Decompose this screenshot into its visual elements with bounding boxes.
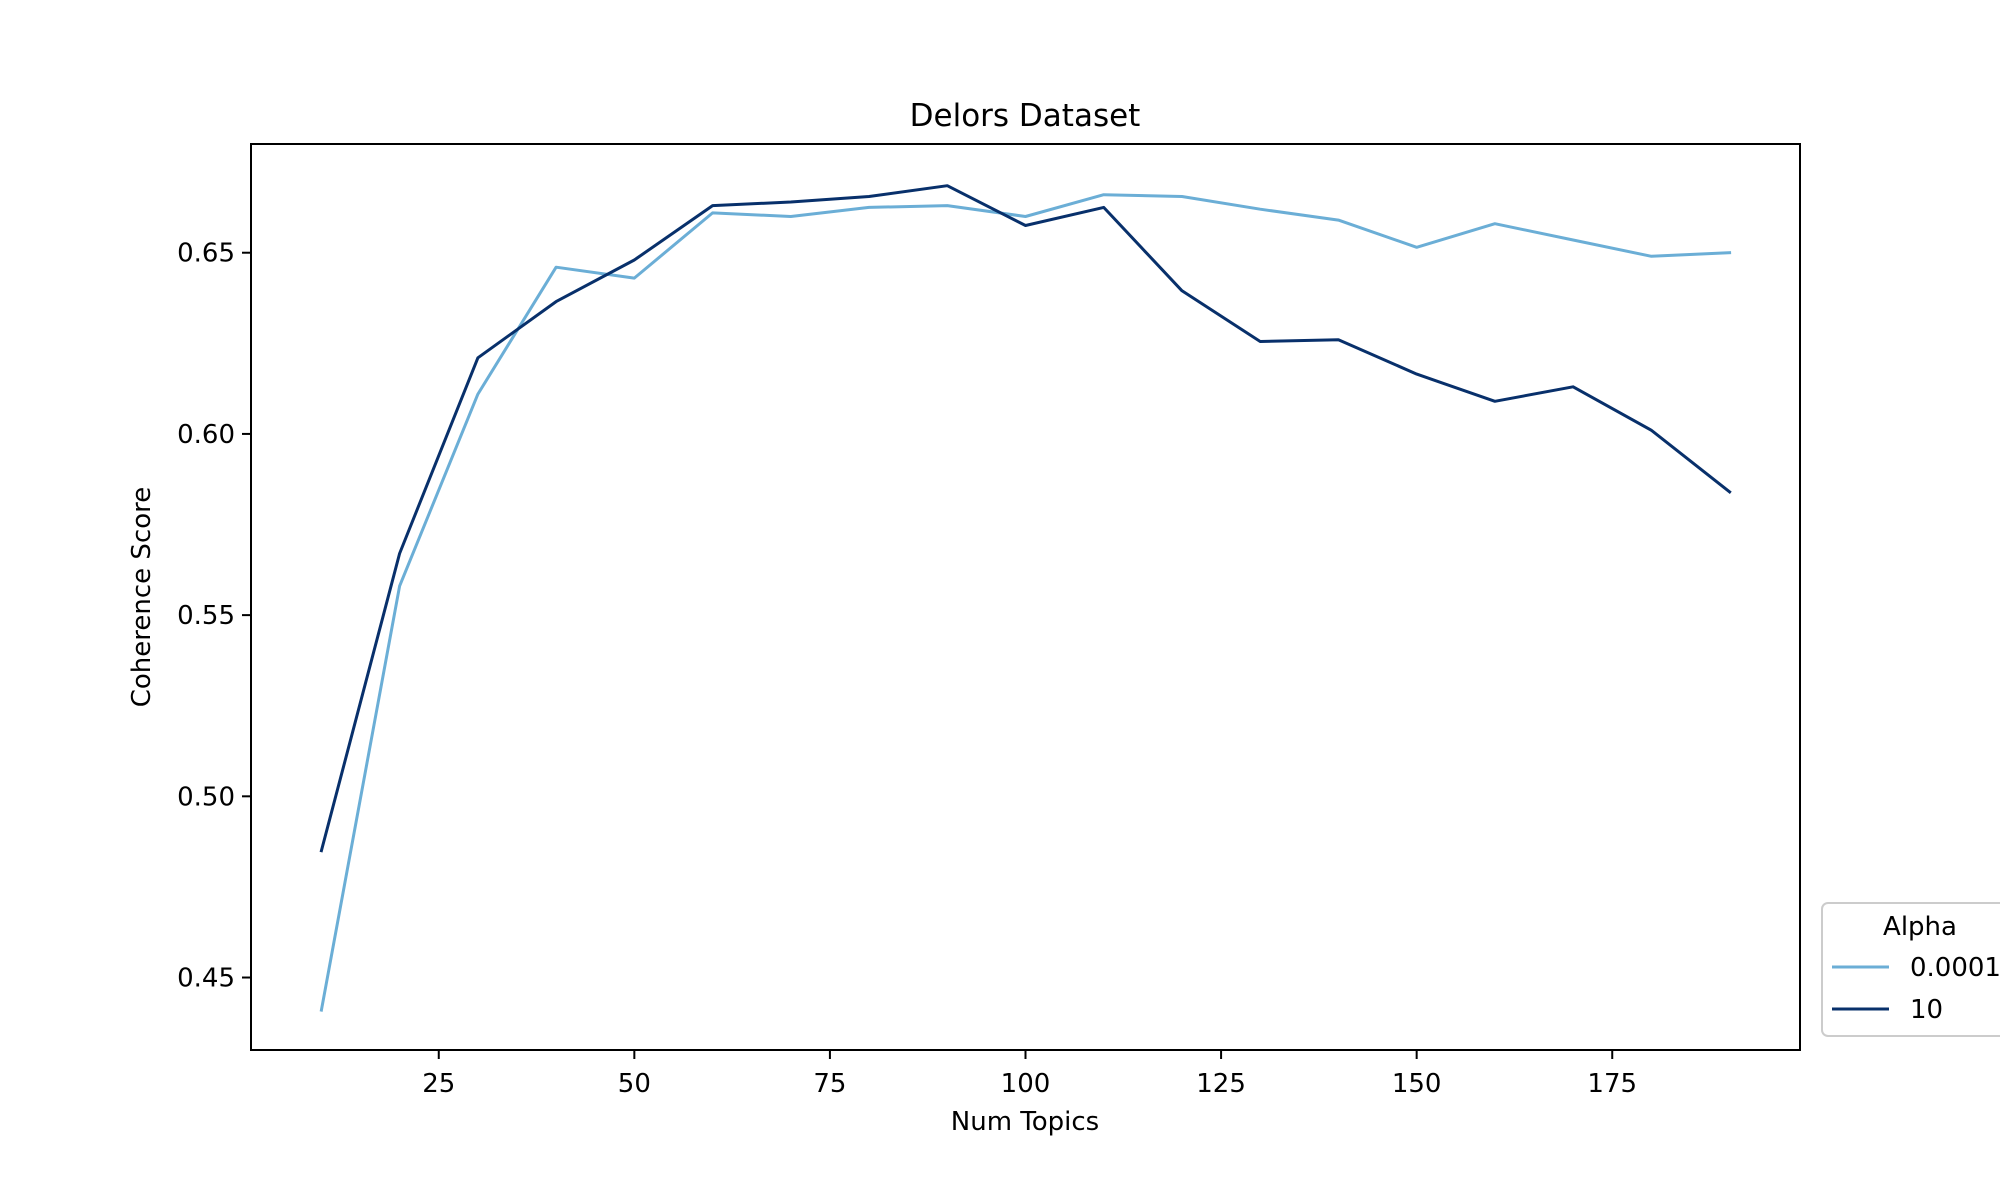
y-tick-label: 0.60 [177, 420, 235, 450]
series-line-alpha-10 [319, 184, 1732, 853]
x-tick-label: 150 [1392, 1069, 1442, 1099]
y-tick-label: 0.50 [177, 782, 235, 812]
y-tick-group: 0.45 0.50 0.55 0.60 0.65 [177, 239, 251, 994]
y-tick-label: 0.45 [177, 964, 235, 994]
x-tick-label: 75 [813, 1069, 846, 1099]
legend-frame [1821, 902, 2000, 1037]
legend-label: 10 [1910, 995, 1943, 1025]
plot-frame [250, 143, 1801, 1051]
x-tick-label: 25 [422, 1069, 455, 1099]
series-line-alpha-0-0001 [319, 193, 1732, 1012]
x-tick-label: 50 [618, 1069, 651, 1099]
x-tick-label: 100 [1001, 1069, 1051, 1099]
y-axis-label: Coherence Score [127, 487, 157, 708]
x-tick-group: 25 50 75 100 125 150 175 [422, 1050, 1637, 1099]
x-tick-label: 125 [1196, 1069, 1246, 1099]
plot-series-group [319, 184, 1732, 1012]
legend: Alpha 0.0001 10 [1821, 902, 2000, 1037]
legend-title: Alpha [1883, 912, 1957, 942]
y-tick-label: 0.65 [177, 239, 235, 269]
y-tick-label: 0.55 [177, 601, 235, 631]
x-tick-label: 175 [1587, 1069, 1637, 1099]
chart-title: Delors Dataset [910, 98, 1141, 134]
legend-label: 0.0001 [1910, 953, 2000, 983]
x-axis-label: Num Topics [951, 1107, 1099, 1137]
